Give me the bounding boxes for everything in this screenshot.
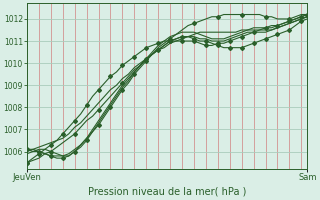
X-axis label: Pression niveau de la mer( hPa ): Pression niveau de la mer( hPa ): [88, 187, 246, 197]
